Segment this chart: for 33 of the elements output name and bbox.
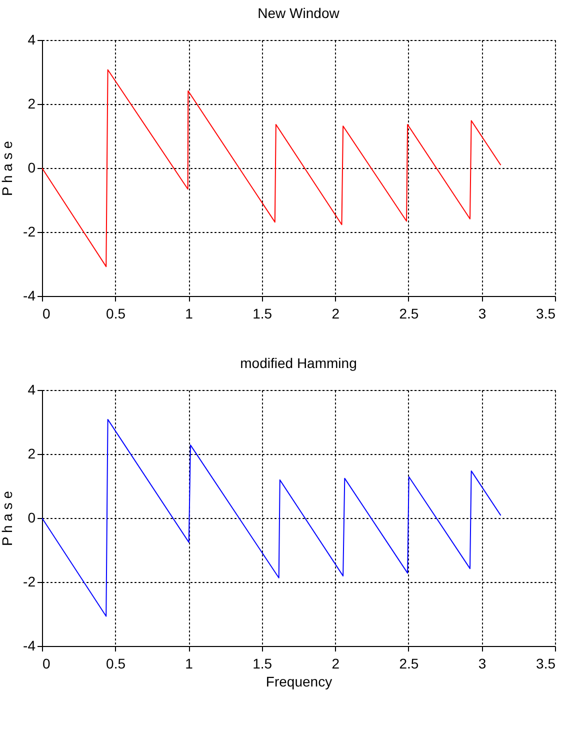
y-axis-title: P h a s e [0, 140, 16, 196]
y-tick-label: -4 [23, 288, 36, 304]
x-tick-label: 3 [478, 306, 486, 322]
y-tick-label: -2 [23, 574, 36, 590]
x-tick-label: 3.5 [536, 306, 556, 322]
y-axis-title: P h a s e [0, 490, 16, 546]
y-tick-label: 4 [28, 382, 36, 398]
y-tick-label: 0 [28, 510, 36, 526]
x-tick-label: 0.5 [106, 306, 126, 322]
x-tick-label: 3.5 [536, 656, 556, 672]
x-tick-label: 0 [42, 306, 50, 322]
x-tick-label: 3 [478, 656, 486, 672]
line-series [42, 418, 502, 617]
chart-title: modified Hamming [240, 355, 357, 371]
x-tick-label: 1.5 [252, 656, 272, 672]
line-series [42, 69, 502, 268]
x-axis-title: Frequency [266, 674, 332, 690]
x-tick-label: 2 [332, 306, 340, 322]
x-tick-label: 2.5 [399, 306, 419, 322]
y-tick-label: 2 [28, 446, 36, 462]
y-tick-label: 2 [28, 96, 36, 112]
y-tick-label: -4 [23, 638, 36, 654]
y-tick-label: 4 [28, 32, 36, 48]
x-tick-label: 0.5 [106, 656, 126, 672]
x-tick-label: 1 [185, 656, 194, 672]
x-tick-label: 1 [185, 306, 194, 322]
x-tick-label: 2.5 [399, 656, 419, 672]
x-tick-label: 0 [42, 656, 50, 672]
y-tick-label: 0 [28, 160, 36, 176]
chart-title: New Window [258, 5, 340, 21]
y-tick-label: -2 [23, 224, 36, 240]
x-tick-label: 2 [332, 656, 340, 672]
x-tick-label: 1.5 [252, 306, 272, 322]
